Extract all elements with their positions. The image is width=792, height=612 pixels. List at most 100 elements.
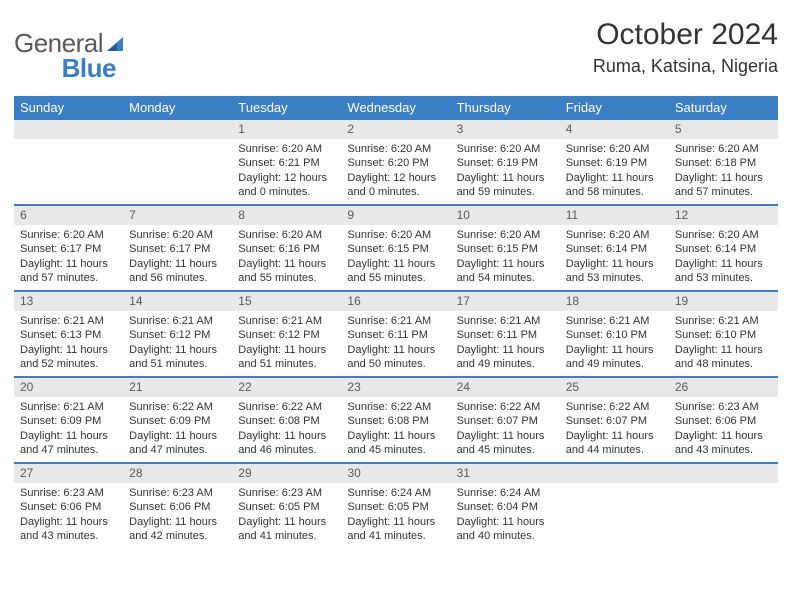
sunset-text: Sunset: 6:06 PM — [20, 500, 117, 514]
day-number: 7 — [123, 206, 232, 225]
calendar-cell: 18Sunrise: 6:21 AMSunset: 6:10 PMDayligh… — [560, 292, 669, 376]
daylight-text: Daylight: 11 hours and 44 minutes. — [566, 429, 663, 458]
sunset-text: Sunset: 6:21 PM — [238, 156, 335, 170]
day-body: Sunrise: 6:20 AMSunset: 6:15 PMDaylight:… — [341, 225, 450, 289]
daylight-text: Daylight: 11 hours and 51 minutes. — [238, 343, 335, 372]
day-number — [123, 120, 232, 139]
calendar-grid: Sunday Monday Tuesday Wednesday Thursday… — [14, 96, 778, 548]
sunset-text: Sunset: 6:15 PM — [347, 242, 444, 256]
sunrise-text: Sunrise: 6:24 AM — [457, 486, 554, 500]
calendar-cell: 7Sunrise: 6:20 AMSunset: 6:17 PMDaylight… — [123, 206, 232, 290]
sunrise-text: Sunrise: 6:20 AM — [457, 228, 554, 242]
title-block: October 2024 Ruma, Katsina, Nigeria — [593, 18, 778, 77]
sunrise-text: Sunrise: 6:21 AM — [347, 314, 444, 328]
daylight-text: Daylight: 11 hours and 49 minutes. — [457, 343, 554, 372]
sunset-text: Sunset: 6:09 PM — [129, 414, 226, 428]
day-body: Sunrise: 6:23 AMSunset: 6:06 PMDaylight:… — [14, 483, 123, 547]
sunset-text: Sunset: 6:05 PM — [238, 500, 335, 514]
sunrise-text: Sunrise: 6:20 AM — [566, 142, 663, 156]
daylight-text: Daylight: 11 hours and 54 minutes. — [457, 257, 554, 286]
daylight-text: Daylight: 11 hours and 40 minutes. — [457, 515, 554, 544]
day-of-week-header: Sunday Monday Tuesday Wednesday Thursday… — [14, 96, 778, 120]
sunset-text: Sunset: 6:09 PM — [20, 414, 117, 428]
calendar-cell — [669, 464, 778, 548]
day-number: 26 — [669, 378, 778, 397]
sunset-text: Sunset: 6:10 PM — [566, 328, 663, 342]
day-number: 11 — [560, 206, 669, 225]
daylight-text: Daylight: 11 hours and 46 minutes. — [238, 429, 335, 458]
dow-monday: Monday — [123, 96, 232, 120]
sunrise-text: Sunrise: 6:21 AM — [129, 314, 226, 328]
calendar-cell: 4Sunrise: 6:20 AMSunset: 6:19 PMDaylight… — [560, 120, 669, 204]
calendar-cell — [560, 464, 669, 548]
daylight-text: Daylight: 11 hours and 50 minutes. — [347, 343, 444, 372]
day-body: Sunrise: 6:24 AMSunset: 6:05 PMDaylight:… — [341, 483, 450, 547]
calendar-cell: 26Sunrise: 6:23 AMSunset: 6:06 PMDayligh… — [669, 378, 778, 462]
sunset-text: Sunset: 6:08 PM — [347, 414, 444, 428]
calendar-cell: 10Sunrise: 6:20 AMSunset: 6:15 PMDayligh… — [451, 206, 560, 290]
sunset-text: Sunset: 6:07 PM — [566, 414, 663, 428]
sunset-text: Sunset: 6:13 PM — [20, 328, 117, 342]
calendar-cell: 24Sunrise: 6:22 AMSunset: 6:07 PMDayligh… — [451, 378, 560, 462]
day-number: 27 — [14, 464, 123, 483]
day-number: 2 — [341, 120, 450, 139]
daylight-text: Daylight: 11 hours and 56 minutes. — [129, 257, 226, 286]
sunrise-text: Sunrise: 6:22 AM — [238, 400, 335, 414]
day-number — [560, 464, 669, 483]
sunset-text: Sunset: 6:14 PM — [675, 242, 772, 256]
day-body: Sunrise: 6:22 AMSunset: 6:09 PMDaylight:… — [123, 397, 232, 461]
sunrise-text: Sunrise: 6:21 AM — [20, 314, 117, 328]
day-number: 21 — [123, 378, 232, 397]
sunrise-text: Sunrise: 6:23 AM — [238, 486, 335, 500]
calendar-cell: 21Sunrise: 6:22 AMSunset: 6:09 PMDayligh… — [123, 378, 232, 462]
day-number: 22 — [232, 378, 341, 397]
calendar-cell: 25Sunrise: 6:22 AMSunset: 6:07 PMDayligh… — [560, 378, 669, 462]
day-body: Sunrise: 6:20 AMSunset: 6:18 PMDaylight:… — [669, 139, 778, 203]
daylight-text: Daylight: 11 hours and 58 minutes. — [566, 171, 663, 200]
daylight-text: Daylight: 11 hours and 49 minutes. — [566, 343, 663, 372]
daylight-text: Daylight: 11 hours and 59 minutes. — [457, 171, 554, 200]
calendar-cell: 14Sunrise: 6:21 AMSunset: 6:12 PMDayligh… — [123, 292, 232, 376]
day-body: Sunrise: 6:20 AMSunset: 6:15 PMDaylight:… — [451, 225, 560, 289]
sunset-text: Sunset: 6:07 PM — [457, 414, 554, 428]
day-number — [14, 120, 123, 139]
sunset-text: Sunset: 6:12 PM — [238, 328, 335, 342]
sunrise-text: Sunrise: 6:23 AM — [129, 486, 226, 500]
sunset-text: Sunset: 6:05 PM — [347, 500, 444, 514]
calendar-cell: 13Sunrise: 6:21 AMSunset: 6:13 PMDayligh… — [14, 292, 123, 376]
day-body: Sunrise: 6:20 AMSunset: 6:17 PMDaylight:… — [14, 225, 123, 289]
calendar-cell: 12Sunrise: 6:20 AMSunset: 6:14 PMDayligh… — [669, 206, 778, 290]
sunrise-text: Sunrise: 6:20 AM — [347, 228, 444, 242]
calendar-cell: 9Sunrise: 6:20 AMSunset: 6:15 PMDaylight… — [341, 206, 450, 290]
day-body: Sunrise: 6:21 AMSunset: 6:13 PMDaylight:… — [14, 311, 123, 375]
calendar-cell: 22Sunrise: 6:22 AMSunset: 6:08 PMDayligh… — [232, 378, 341, 462]
day-body: Sunrise: 6:21 AMSunset: 6:11 PMDaylight:… — [341, 311, 450, 375]
sunset-text: Sunset: 6:19 PM — [457, 156, 554, 170]
day-body: Sunrise: 6:22 AMSunset: 6:07 PMDaylight:… — [451, 397, 560, 461]
daylight-text: Daylight: 11 hours and 53 minutes. — [566, 257, 663, 286]
calendar-week: 20Sunrise: 6:21 AMSunset: 6:09 PMDayligh… — [14, 376, 778, 462]
day-body: Sunrise: 6:20 AMSunset: 6:14 PMDaylight:… — [560, 225, 669, 289]
day-number: 28 — [123, 464, 232, 483]
sunrise-text: Sunrise: 6:21 AM — [238, 314, 335, 328]
calendar-cell: 28Sunrise: 6:23 AMSunset: 6:06 PMDayligh… — [123, 464, 232, 548]
sunset-text: Sunset: 6:18 PM — [675, 156, 772, 170]
daylight-text: Daylight: 11 hours and 57 minutes. — [20, 257, 117, 286]
day-body: Sunrise: 6:20 AMSunset: 6:17 PMDaylight:… — [123, 225, 232, 289]
day-number: 8 — [232, 206, 341, 225]
dow-friday: Friday — [560, 96, 669, 120]
day-body: Sunrise: 6:24 AMSunset: 6:04 PMDaylight:… — [451, 483, 560, 547]
day-number: 25 — [560, 378, 669, 397]
day-body: Sunrise: 6:23 AMSunset: 6:06 PMDaylight:… — [669, 397, 778, 461]
sunrise-text: Sunrise: 6:22 AM — [129, 400, 226, 414]
day-number: 19 — [669, 292, 778, 311]
sunrise-text: Sunrise: 6:20 AM — [675, 142, 772, 156]
day-number: 5 — [669, 120, 778, 139]
day-body: Sunrise: 6:22 AMSunset: 6:08 PMDaylight:… — [341, 397, 450, 461]
daylight-text: Daylight: 12 hours and 0 minutes. — [347, 171, 444, 200]
calendar-week: 27Sunrise: 6:23 AMSunset: 6:06 PMDayligh… — [14, 462, 778, 548]
daylight-text: Daylight: 11 hours and 45 minutes. — [457, 429, 554, 458]
calendar-cell: 19Sunrise: 6:21 AMSunset: 6:10 PMDayligh… — [669, 292, 778, 376]
sunrise-text: Sunrise: 6:20 AM — [238, 228, 335, 242]
dow-wednesday: Wednesday — [341, 96, 450, 120]
